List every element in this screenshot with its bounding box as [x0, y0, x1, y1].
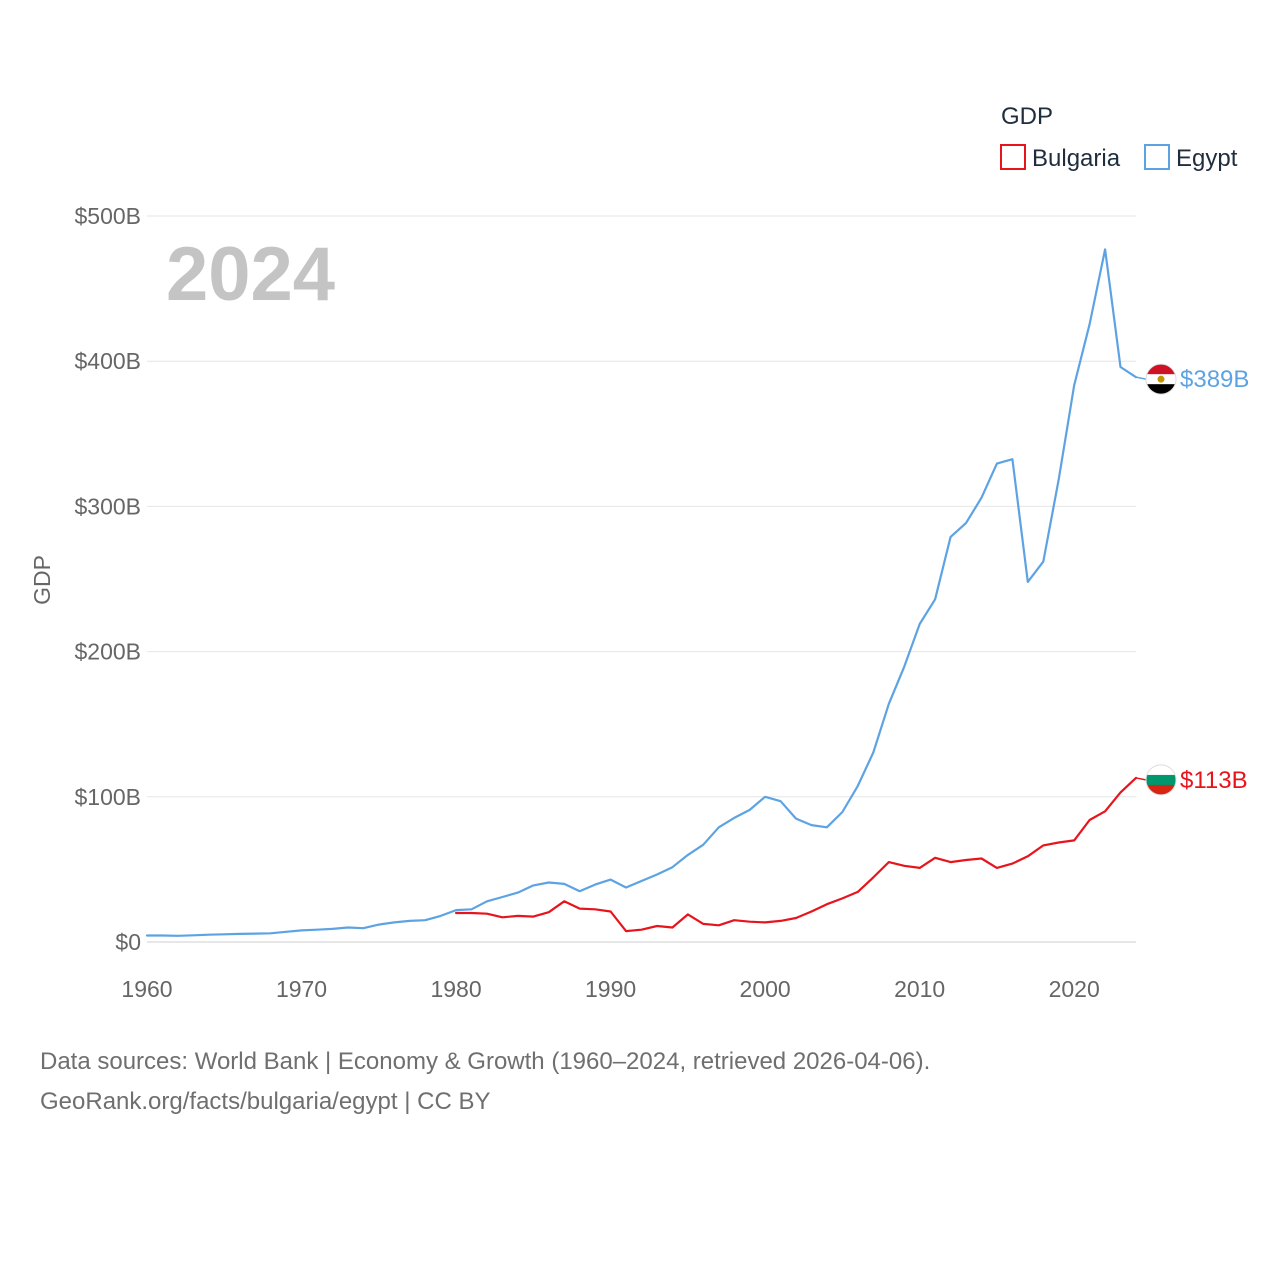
x-tick-label: 1960: [121, 976, 172, 1002]
y-axis-title: GDP: [29, 555, 55, 605]
end-labels: $113B $389B: [1135, 363, 1249, 796]
x-tick-label: 1990: [585, 976, 636, 1002]
legend-label-egypt[interactable]: Egypt: [1176, 145, 1238, 172]
x-tick-label: 2000: [740, 976, 791, 1002]
egypt-flag-icon: [1145, 363, 1177, 395]
legend: GDP Bulgaria Egypt: [1000, 103, 1238, 172]
data-sources-text: Data sources: World Bank | Economy & Gro…: [40, 1048, 931, 1075]
series-line-egypt[interactable]: [145, 248, 1138, 937]
end-connector: [1135, 777, 1147, 781]
x-tick-label: 1980: [430, 976, 481, 1002]
footer: Data sources: World Bank | Economy & Gro…: [40, 1042, 930, 1122]
y-tick-label: $500B: [74, 203, 141, 229]
y-tick-label: $100B: [74, 784, 141, 810]
x-tick-label: 2020: [1049, 976, 1100, 1002]
legend-swatch-egypt[interactable]: [1144, 144, 1170, 170]
year-overlay: 2024: [166, 232, 335, 317]
legend-swatch-bulgaria[interactable]: [1000, 144, 1026, 170]
x-tick-label: 1970: [276, 976, 327, 1002]
legend-label-bulgaria[interactable]: Bulgaria: [1032, 145, 1121, 172]
y-tick-label: $0: [115, 929, 141, 955]
grid-lines: [147, 215, 1136, 943]
series-lines: [145, 248, 1138, 937]
x-tick-label: 2010: [894, 976, 945, 1002]
y-tick-label: $200B: [74, 639, 141, 665]
end-value-label-bulgaria: $113B: [1180, 767, 1248, 794]
x-axis: 1960 1970 1980 1990 2000 2010 2020: [121, 976, 1099, 1002]
end-connector: [1135, 376, 1147, 380]
y-tick-label: $300B: [74, 493, 141, 519]
y-axis: $0 $100B $200B $300B $400B $500B: [74, 203, 141, 955]
source-link[interactable]: GeoRank.org/facts/bulgaria/egypt | CC BY: [40, 1088, 491, 1115]
legend-title: GDP: [1001, 103, 1053, 130]
series-line-bulgaria[interactable]: [455, 776, 1138, 933]
bulgaria-flag-icon: [1145, 764, 1177, 796]
end-value-label-egypt: $389B: [1180, 366, 1249, 393]
y-tick-label: $400B: [74, 348, 141, 374]
